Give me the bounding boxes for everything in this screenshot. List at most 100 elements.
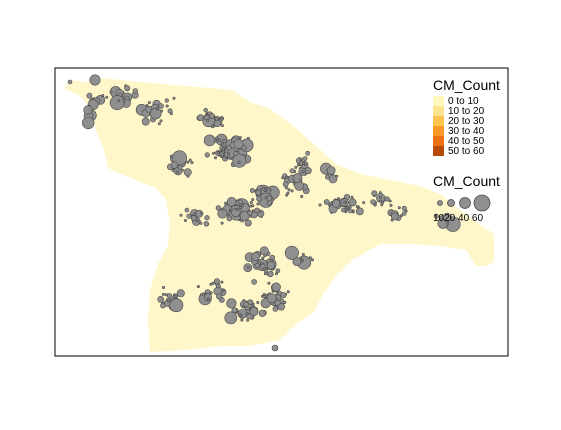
- count-bubble: [216, 293, 223, 300]
- count-bubble: [233, 139, 244, 149]
- count-bubble: [213, 119, 222, 127]
- count-bubble: [159, 119, 163, 123]
- count-bubble: [255, 189, 262, 196]
- count-bubble: [264, 196, 268, 200]
- count-bubble: [258, 309, 266, 317]
- count-bubble: [337, 197, 341, 201]
- count-bubble: [332, 199, 341, 208]
- size-legend-bubble: [447, 199, 455, 207]
- count-bubble: [277, 303, 285, 311]
- count-bubble: [83, 105, 93, 115]
- count-bubble: [215, 136, 219, 140]
- count-bubble: [145, 104, 149, 108]
- size-legend-bubble: [459, 197, 471, 209]
- count-bubble: [211, 281, 215, 285]
- count-bubble: [326, 166, 336, 175]
- count-bubble: [285, 175, 289, 179]
- count-bubble: [260, 294, 264, 298]
- count-bubble: [249, 204, 253, 208]
- count-bubble: [378, 191, 382, 195]
- count-bubble: [164, 98, 169, 103]
- count-bubble: [220, 141, 224, 145]
- count-bubble: [239, 206, 243, 210]
- count-bubble: [301, 252, 305, 256]
- count-bubble: [262, 267, 266, 271]
- count-bubble: [404, 209, 408, 213]
- count-bubble: [190, 215, 197, 222]
- count-bubble: [166, 293, 172, 299]
- count-bubble: [157, 122, 161, 126]
- count-bubble: [86, 92, 93, 99]
- count-bubble: [240, 318, 244, 322]
- count-bubble: [282, 181, 289, 188]
- fill-legend-swatch: [433, 96, 444, 106]
- count-bubble: [290, 189, 294, 193]
- size-legend-title: CM_Count: [433, 173, 500, 189]
- count-bubble: [335, 174, 339, 178]
- count-bubble: [155, 107, 159, 111]
- count-bubble: [258, 209, 262, 213]
- count-bubble: [215, 205, 222, 211]
- count-bubble: [284, 245, 299, 260]
- count-bubble: [209, 291, 213, 295]
- count-bubble: [235, 207, 239, 211]
- count-bubble: [294, 165, 298, 169]
- count-bubble: [200, 211, 204, 215]
- count-bubble: [247, 210, 253, 216]
- count-bubble: [388, 199, 392, 203]
- count-bubble: [203, 134, 216, 147]
- count-bubble: [324, 174, 330, 180]
- count-bubble: [302, 156, 308, 161]
- count-bubble: [275, 268, 281, 274]
- count-bubble: [226, 197, 237, 207]
- count-bubble: [209, 113, 215, 119]
- count-bubble: [256, 195, 262, 202]
- count-bubble: [232, 153, 247, 168]
- count-bubble: [176, 289, 185, 298]
- count-bubble: [214, 139, 218, 143]
- count-bubble: [169, 112, 173, 116]
- count-bubble: [165, 104, 169, 108]
- count-bubble: [442, 212, 452, 222]
- count-bubble: [212, 151, 216, 155]
- count-bubble: [220, 116, 224, 120]
- count-bubble: [226, 298, 237, 309]
- count-bubble: [263, 254, 267, 258]
- count-bubble: [220, 124, 224, 128]
- count-bubble: [249, 201, 253, 205]
- count-bubble: [179, 213, 183, 217]
- count-bubble: [231, 307, 238, 314]
- count-bubble: [355, 207, 364, 216]
- count-bubble: [300, 195, 304, 199]
- count-bubble: [238, 199, 243, 205]
- count-bubble: [238, 136, 242, 140]
- count-bubble: [267, 270, 274, 278]
- count-bubble: [173, 294, 177, 298]
- fill-legend-swatch: [433, 136, 444, 146]
- count-bubble: [186, 213, 192, 219]
- count-bubble: [216, 151, 220, 155]
- count-bubble: [362, 201, 366, 205]
- count-bubble: [233, 151, 238, 156]
- land-region: [64, 78, 494, 352]
- count-bubble: [308, 256, 312, 260]
- count-bubble: [240, 204, 244, 208]
- count-bubble: [161, 292, 165, 296]
- count-bubble: [177, 164, 183, 170]
- fill-legend-label: 30 to 40: [448, 126, 485, 137]
- fill-legend-title: CM_Count: [433, 77, 500, 93]
- count-bubble: [204, 293, 213, 302]
- count-bubble: [397, 206, 401, 210]
- count-bubble: [259, 246, 269, 256]
- count-bubble: [251, 198, 255, 202]
- count-bubble: [132, 88, 139, 94]
- count-bubble: [380, 203, 384, 207]
- count-bubble: [341, 207, 346, 213]
- count-bubble: [105, 95, 109, 99]
- count-bubble: [283, 300, 287, 304]
- count-bubble: [280, 292, 287, 299]
- count-bubble: [285, 193, 289, 197]
- count-bubble: [389, 203, 393, 207]
- count-bubble: [160, 303, 166, 309]
